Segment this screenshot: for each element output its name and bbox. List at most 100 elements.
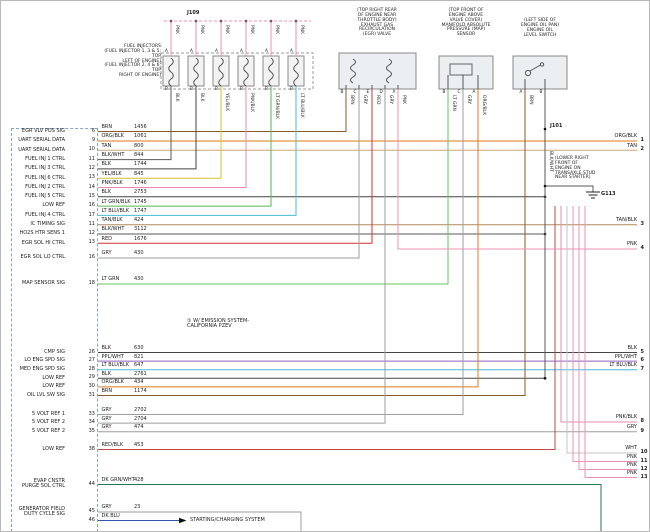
vertical-wire-label: ORG/BLK xyxy=(481,95,486,116)
circuit-number: 428 xyxy=(134,476,144,483)
wire-color-label: BLK xyxy=(101,189,112,196)
pin-letter: B xyxy=(165,86,168,91)
pcm-pin-number: 30 xyxy=(88,383,95,389)
pcm-pin-number: 6 xyxy=(91,127,95,134)
pcm-pin-number: 17 xyxy=(88,211,95,218)
pin-letter: B xyxy=(190,86,193,91)
wire-color-label: DK GRN/WHT xyxy=(101,476,135,483)
circuit-number: 1745 xyxy=(134,198,147,205)
pcm-pin-number: 16 xyxy=(88,202,95,209)
pcm-signal-label: LOW REF xyxy=(42,374,65,381)
pcm-pin-number: 31 xyxy=(88,391,95,398)
right-exit-number: 9 xyxy=(640,427,644,434)
pin-letter: A xyxy=(215,47,218,53)
pcm-signal-label: EVAP CNSTR PURGE SOL CTRL xyxy=(21,478,65,490)
wire-color-label: BLK xyxy=(101,370,112,377)
pcm-pin-number: 15 xyxy=(88,192,95,199)
right-exit-number: 5 xyxy=(640,348,644,355)
right-exit-number: 4 xyxy=(640,245,644,251)
pcm-signal-label: LO ENG SPD SIG xyxy=(24,357,65,364)
circuit-number: 2761 xyxy=(134,370,147,377)
injector-box xyxy=(262,55,280,87)
pin-letter: B xyxy=(290,86,293,91)
wire-color-label: RED/BLK xyxy=(101,441,124,448)
pcm-signal-label: GENERATOR FIELD DUTY CYCLE SIG xyxy=(18,505,65,517)
circuit-number: 630 xyxy=(134,344,144,351)
pin-letter: A xyxy=(165,47,168,53)
wire-color-label: LT GRN xyxy=(101,276,120,283)
right-exit-number: 12 xyxy=(640,465,648,472)
right-exit-number: 3 xyxy=(640,220,644,227)
pcm-signal-label: LOW REF xyxy=(42,383,65,390)
right-exit-number: 11 xyxy=(640,457,648,464)
circuit-number: 821 xyxy=(134,353,144,360)
right-exit-wire-label: PPL/WHT xyxy=(614,353,637,360)
circuit-number: 434 xyxy=(134,379,144,386)
pcm-pin-number: 27 xyxy=(88,357,95,364)
wire-map-sensor-sig xyxy=(98,89,449,285)
pcm-pin-number: 12 xyxy=(88,165,95,171)
pcm-signal-label: MED ENG SPD SIG xyxy=(19,366,65,372)
emission-system-note: ① W/ EMISSION SYSTEM- CALIFORNIA PZEV xyxy=(187,318,250,330)
vertical-wire-label: PNK xyxy=(224,25,229,35)
pcm-signal-label: IC TIMING SIG xyxy=(30,221,65,227)
wire-fuel-inj-1-ctrl xyxy=(98,86,172,161)
wire-color-label: BRN xyxy=(101,123,113,130)
vertical-wire-label: BRN xyxy=(349,95,354,105)
egr-valve-box xyxy=(338,52,417,90)
map-sensor-label: (TOP FRONT OF ENGINE ABOVE VALVE COVER) … xyxy=(441,8,491,38)
pin-letter: A xyxy=(190,47,193,53)
wire-color-label: TAN xyxy=(101,142,112,149)
vertical-wire-label: RED xyxy=(375,95,380,105)
junction-j109-label: J109 xyxy=(187,10,200,16)
pcm-signal-label: 5 VOLT REF 2 xyxy=(31,419,65,426)
injector-box xyxy=(187,55,205,87)
pcm-signal-label: OIL LVL SW SIG xyxy=(26,391,65,398)
pcm-signal-label: LOW REF xyxy=(42,202,65,209)
wire-fuel-inj-4-ctrl xyxy=(98,86,297,216)
right-exit-wire-label: PNK xyxy=(626,469,637,476)
circuit-number: 845 xyxy=(134,170,144,177)
pcm-signal-label: HO2S HTR SENS 1 xyxy=(19,230,65,237)
wire-exit-13 xyxy=(584,206,637,478)
circuit-number: 1456 xyxy=(134,123,147,130)
wire-ground-branch xyxy=(545,185,594,192)
circuit-number: 23 xyxy=(134,504,141,511)
egr-coil-symbol xyxy=(350,58,356,84)
pin-letter: D xyxy=(379,88,383,94)
wire-5-volt-ref-1 xyxy=(98,89,464,415)
right-exit-wire-label: PNK/BLK xyxy=(615,414,637,421)
pin-letter: A xyxy=(472,88,476,94)
pcm-pin-number: 29 xyxy=(88,374,95,381)
right-exit-wire-label: LT BLU/BLK xyxy=(609,362,637,369)
vertical-wire-label: GRY xyxy=(388,95,393,105)
circuit-number: 453 xyxy=(134,441,144,448)
pin-letter: C xyxy=(457,88,461,94)
starting-charging-note: STARTING/CHARGING SYSTEM xyxy=(190,517,265,523)
vertical-wire-label: PNK xyxy=(401,95,406,105)
injector-coil-symbol xyxy=(243,57,249,87)
wire-egr-sol-lo-ctrl xyxy=(98,89,360,259)
injector-coil-symbol xyxy=(293,57,299,87)
wire-5-volt-ref-2 xyxy=(98,89,386,424)
pcm-signal-label: LOW REF xyxy=(42,445,65,452)
wire-exit-8 xyxy=(560,206,637,423)
circuit-number: 1746 xyxy=(134,179,147,186)
egr-coil-symbol xyxy=(386,58,392,84)
pcm-pin-number: 34 xyxy=(88,419,95,426)
switch-lever-symbol xyxy=(529,64,541,72)
vertical-wire-label: LT BLU/BLK xyxy=(299,93,304,118)
wire-exit-11 xyxy=(572,206,637,462)
pcm-pin-number: 14 xyxy=(88,183,95,190)
pcm-pin-number: 26 xyxy=(88,348,95,355)
pcm-pin-number: 11 xyxy=(88,155,95,162)
wire-egr-sol-hi-ctrl xyxy=(98,89,373,244)
pcm-signal-label: UART SERIAL DATA xyxy=(18,146,65,153)
vertical-wire-label: LT GRN/BLK xyxy=(274,93,279,120)
wire-color-label: GRY xyxy=(101,424,112,431)
right-exit-number: 7 xyxy=(640,365,644,372)
vertical-wire-label: GRY xyxy=(362,95,367,105)
wire-egr-ignition-feed xyxy=(397,89,637,250)
wire-color-label: TAN/BLK xyxy=(101,217,123,224)
